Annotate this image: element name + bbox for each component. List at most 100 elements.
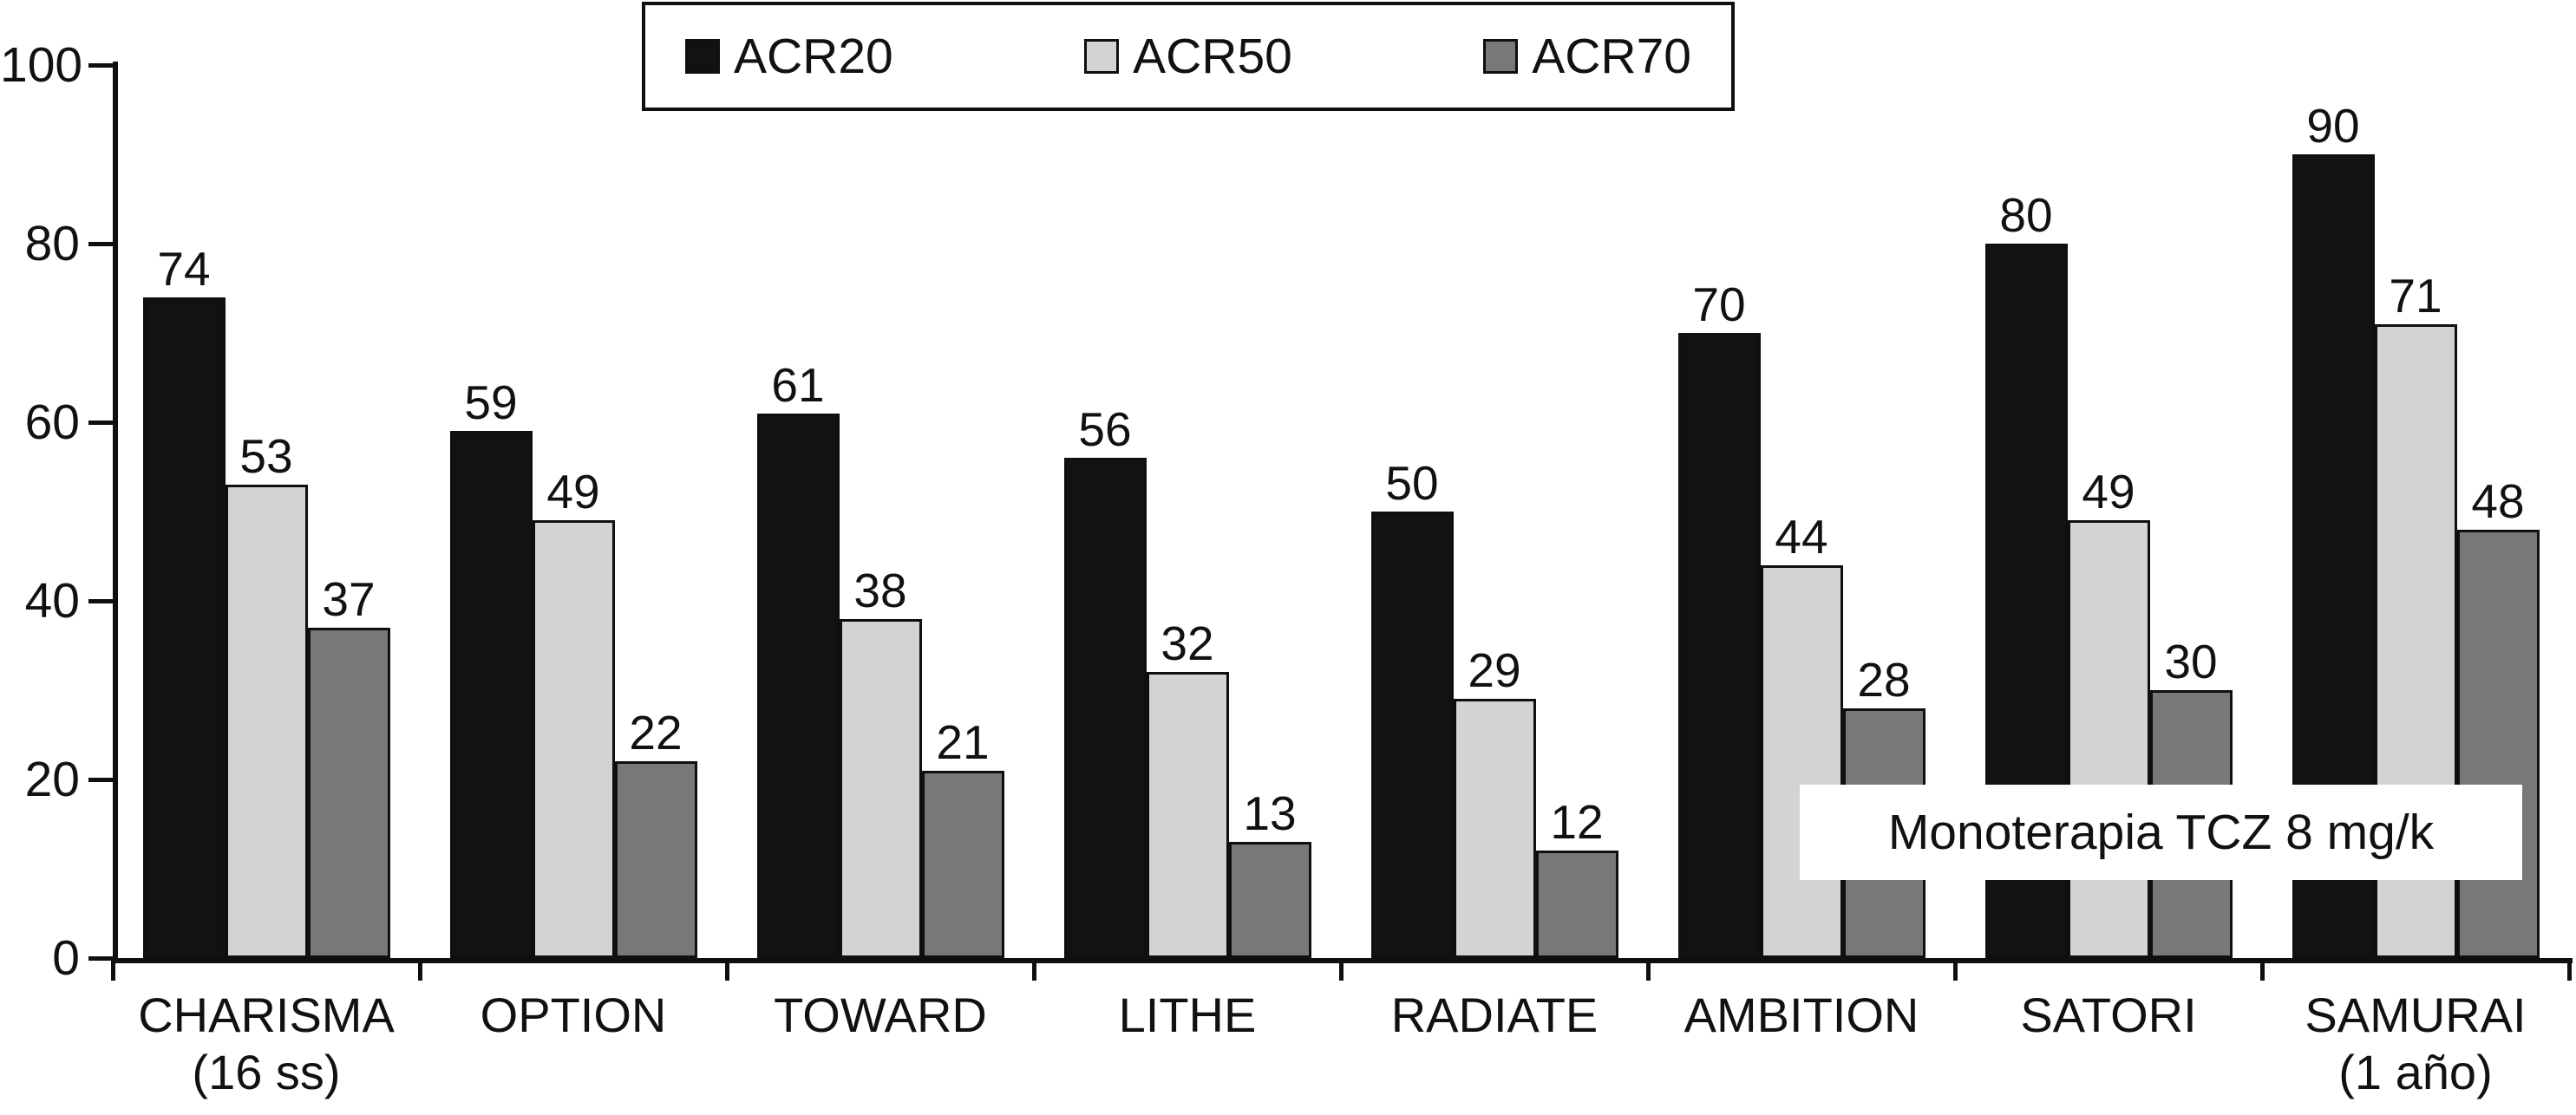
x-axis-label-line: LITHE <box>1118 988 1257 1042</box>
bar-value-label: 90 <box>2306 99 2360 153</box>
y-axis-label: 40 <box>24 573 80 629</box>
x-axis-label-line: (16 ss) <box>192 1045 341 1099</box>
x-axis-label: LITHE <box>1034 987 1341 1101</box>
legend: ACR20 ACR50 ACR70 <box>642 2 1735 111</box>
x-axis-label: RADIATE <box>1341 987 1648 1101</box>
bar-acr20-1: 59 <box>449 379 533 958</box>
y-axis-label: 80 <box>24 216 80 271</box>
legend-swatch-acr70 <box>1483 39 1519 74</box>
bar-acr50-2: 38 <box>839 567 922 958</box>
bar-acr70-7: 48 <box>2456 478 2540 958</box>
legend-item-acr70: ACR70 <box>1483 28 1691 84</box>
x-axis-tick <box>418 958 422 981</box>
bar-value-label: 13 <box>1243 786 1297 840</box>
bar-value-label: 70 <box>1692 277 1746 331</box>
bar-value-label: 80 <box>1999 188 2053 242</box>
legend-swatch-acr50 <box>1084 39 1120 74</box>
y-axis-label: 60 <box>24 394 80 450</box>
bar-acr20-0: 74 <box>142 245 226 958</box>
y-axis-tick <box>88 63 113 68</box>
plot-area: 74 53 37 59 49 22 61 38 21 56 32 13 50 29 12 70 44 28 80 49… <box>113 65 2569 958</box>
bar-acr50-6: 49 <box>2067 468 2150 958</box>
x-axis-tick <box>1032 958 1036 981</box>
x-axis-tick <box>2260 958 2265 981</box>
legend-label-acr50: ACR50 <box>1133 28 1292 84</box>
bar-acr50-1: 49 <box>532 468 615 958</box>
x-axis-label-line: SAMURAI <box>2305 988 2527 1042</box>
annotation-text: Monoterapia TCZ 8 mg/k <box>1887 805 2435 860</box>
bar-value-label: 29 <box>1468 643 1521 697</box>
bar-value-label: 48 <box>2471 474 2525 528</box>
y-axis-label: 100 <box>0 37 83 93</box>
bar-acr70-0: 37 <box>307 576 390 958</box>
bar-value-label: 50 <box>1385 456 1439 510</box>
bar-value-label: 71 <box>2389 269 2442 323</box>
bar-value-label: 30 <box>2164 635 2218 688</box>
x-axis-label: TOWARD <box>727 987 1034 1101</box>
y-axis-tick <box>88 421 113 425</box>
bar-group: 61 38 21 <box>727 65 1034 958</box>
bar-acr20-4: 50 <box>1370 460 1454 958</box>
y-axis-label: 0 <box>52 930 80 986</box>
bar-value-label: 38 <box>853 564 907 617</box>
bar-value-label: 44 <box>1775 510 1828 564</box>
x-axis-labels: CHARISMA (16 ss) OPTION TOWARD LITHE RADIATE A… <box>113 987 2569 1101</box>
y-axis-tick <box>88 599 113 603</box>
annotation-box: Monoterapia TCZ 8 mg/k <box>1800 785 2522 880</box>
legend-swatch-acr20 <box>685 39 720 74</box>
bar-value-label: 28 <box>1857 653 1911 707</box>
bar-groups: 74 53 37 59 49 22 61 38 21 56 32 13 50 29 12 70 44 28 80 49… <box>113 65 2569 958</box>
bar-value-label: 21 <box>936 715 990 769</box>
x-axis-label: CHARISMA (16 ss) <box>113 987 420 1101</box>
x-axis-tick <box>111 958 115 981</box>
y-axis-line <box>113 62 118 963</box>
bar-group: 70 44 28 <box>1648 65 1955 958</box>
y-axis-tick <box>88 778 113 782</box>
bar-acr70-4: 12 <box>1535 799 1618 958</box>
bar-value-label: 53 <box>239 429 293 483</box>
bar-value-label: 12 <box>1550 795 1604 849</box>
bar-acr20-3: 56 <box>1063 406 1147 958</box>
bar-acr50-3: 32 <box>1146 620 1229 958</box>
y-axis-tick <box>88 242 113 246</box>
legend-item-acr50: ACR50 <box>1084 28 1292 84</box>
x-axis-label-line: TOWARD <box>774 988 987 1042</box>
y-axis-tick <box>88 956 113 961</box>
legend-label-acr70: ACR70 <box>1532 28 1691 84</box>
x-axis-tick <box>1953 958 1958 981</box>
x-axis-tick <box>2567 958 2572 981</box>
x-axis-label-line: RADIATE <box>1390 988 1599 1042</box>
bar-value-label: 49 <box>2082 465 2135 518</box>
bar-acr70-1: 22 <box>614 709 697 958</box>
bar-value-label: 74 <box>157 242 211 296</box>
bar-acr50-5: 44 <box>1760 513 1843 958</box>
x-axis-tick <box>1339 958 1344 981</box>
bar-acr50-0: 53 <box>225 433 308 958</box>
bar-group: 59 49 22 <box>420 65 727 958</box>
x-axis-label: OPTION <box>420 987 727 1101</box>
bar-acr50-4: 29 <box>1453 647 1536 958</box>
bar-acr70-2: 21 <box>921 719 1004 958</box>
x-axis-tick <box>725 958 729 981</box>
bar-acr70-3: 13 <box>1228 790 1311 958</box>
x-axis-label-line: SATORI <box>2020 988 2197 1042</box>
bar-value-label: 49 <box>546 465 600 518</box>
bar-acr20-2: 61 <box>756 362 840 958</box>
bar-group: 74 53 37 <box>113 65 420 958</box>
bar-acr20-5: 70 <box>1677 281 1761 958</box>
bar-value-label: 56 <box>1078 402 1132 456</box>
y-axis-label: 20 <box>24 752 80 807</box>
x-axis-label-line: AMBITION <box>1684 988 1919 1042</box>
x-axis-label: AMBITION <box>1648 987 1955 1101</box>
x-axis-label-line: (1 año) <box>2338 1045 2493 1099</box>
bar-value-label: 32 <box>1161 616 1214 670</box>
x-axis-label-line: CHARISMA <box>138 988 395 1042</box>
bar-value-label: 61 <box>771 358 825 412</box>
bar-value-label: 22 <box>629 706 683 760</box>
x-axis-label: SATORI <box>1955 987 2262 1101</box>
x-axis-label: SAMURAI (1 año) <box>2262 987 2569 1101</box>
legend-item-acr20: ACR20 <box>685 31 893 82</box>
x-axis-label-line: OPTION <box>480 988 667 1042</box>
bar-value-label: 59 <box>464 375 518 429</box>
